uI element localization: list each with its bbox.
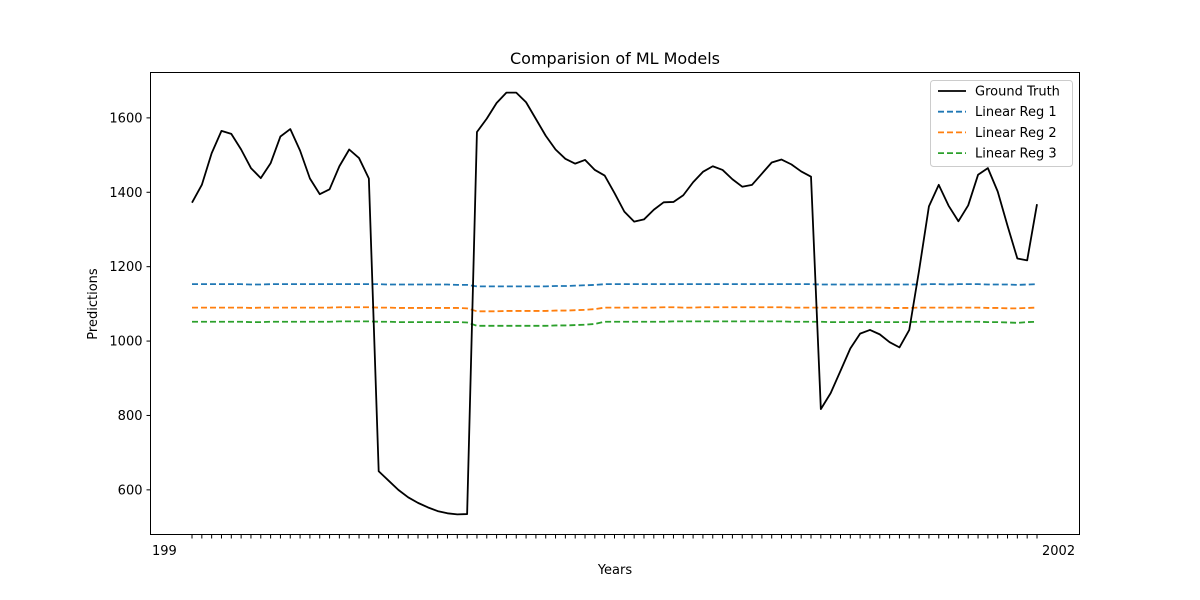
legend-label: Ground Truth [975, 85, 1060, 100]
chart-title: Comparision of ML Models [510, 49, 720, 68]
y-tick-label: 1000 [109, 335, 142, 350]
x-tick-label-first: 199 [152, 544, 177, 559]
legend: Ground Truth Linear Reg 1 Linear Reg 2 Line… [930, 80, 1073, 167]
legend-label: Linear Reg 2 [975, 126, 1057, 141]
plot-area [191, 91, 1038, 516]
y-tick-label: 1200 [109, 260, 142, 275]
y-axis-label: Predictions [86, 268, 101, 340]
x-axis-label: Years [597, 563, 633, 578]
y-tick-label: 1400 [109, 186, 142, 201]
y-tick-label: 600 [118, 483, 143, 498]
y-tick-label: 1600 [109, 111, 142, 126]
series-line-linear-reg-3 [192, 320, 1038, 327]
legend-label: Linear Reg 1 [975, 105, 1057, 120]
series-line-linear-reg-1 [192, 283, 1038, 288]
series-line-ground-truth [191, 91, 1038, 516]
x-tick-label-last: 2002 [1042, 544, 1075, 559]
y-axis-ticks: 600 800 1000 1200 1400 1600 [109, 111, 151, 498]
x-axis-ticks [191, 534, 1038, 539]
y-tick-label: 800 [118, 409, 143, 424]
series-line-linear-reg-2 [192, 306, 1038, 313]
legend-label: Linear Reg 3 [975, 147, 1057, 162]
legend-box [930, 80, 1073, 167]
